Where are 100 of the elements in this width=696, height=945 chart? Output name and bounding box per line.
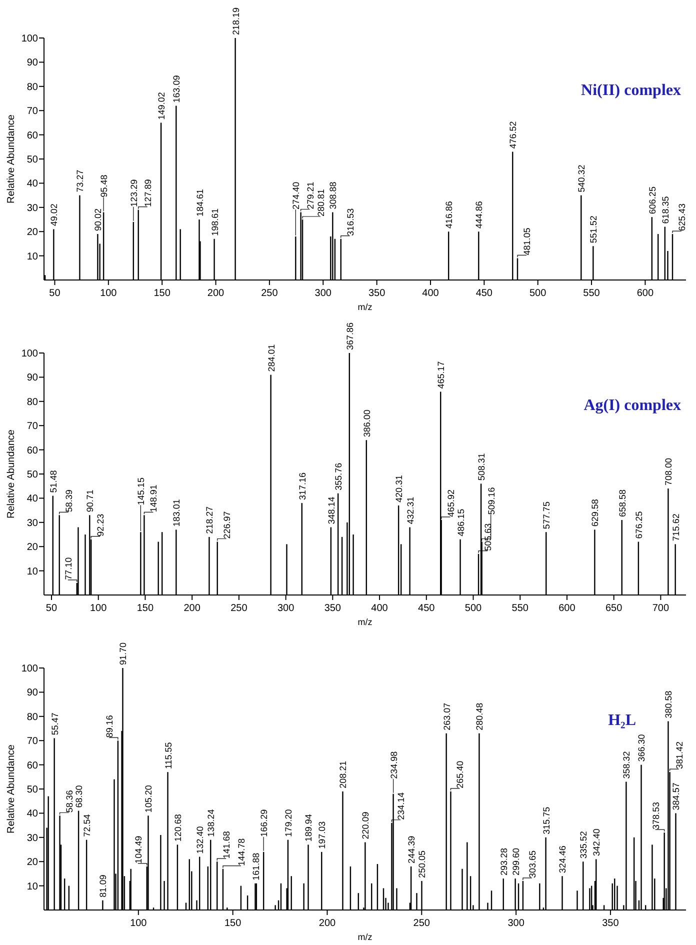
x-tick-label: 600 — [636, 288, 654, 299]
annotation: 138.24 — [206, 809, 216, 837]
annotation: 104.49 — [133, 836, 144, 864]
annotation: 378.53 — [650, 802, 661, 830]
annotation: 265.40 — [455, 760, 466, 788]
y-tick-label: 90 — [26, 372, 38, 384]
annotation: 184.61 — [194, 188, 205, 216]
annotation: 220.09 — [360, 812, 371, 840]
y-tick-label: 40 — [26, 808, 38, 820]
x-tick-label: 250 — [413, 918, 430, 929]
annotation: 676.25 — [634, 511, 644, 539]
annotation: 715.62 — [670, 514, 681, 542]
x-tick-label: 300 — [314, 288, 332, 299]
annotation: 386.00 — [362, 410, 372, 438]
annotation: 416.86 — [444, 201, 454, 229]
annotation: 81.09 — [98, 874, 108, 898]
annotation: 308.88 — [328, 182, 338, 210]
y-tick-label: 100 — [21, 664, 38, 674]
annotation: 316.53 — [345, 208, 356, 236]
annotation: 144.78 — [236, 838, 246, 866]
x-tick-label: 200 — [207, 288, 225, 299]
annotation: 208.21 — [338, 760, 348, 788]
annotation: 189.94 — [304, 814, 314, 842]
annotation: 263.07 — [442, 702, 452, 730]
y-tick-label: 50 — [26, 784, 38, 796]
annotation: 149.02 — [156, 92, 167, 120]
x-axis-title: m/z — [358, 302, 373, 312]
annotation: 73.27 — [75, 170, 86, 192]
annotation: 420.31 — [394, 474, 404, 502]
y-tick-label: 20 — [26, 227, 38, 238]
y-axis-title: Relative Abundance — [6, 429, 17, 518]
annotation: 367.86 — [344, 322, 355, 350]
x-tick-label: 350 — [602, 918, 620, 929]
annotation: 432.31 — [405, 496, 416, 524]
x-tick-label: 100 — [100, 288, 118, 299]
x-tick-label: 600 — [558, 603, 576, 614]
annotation: 105.20 — [144, 785, 154, 813]
annotation: 77.10 — [63, 557, 74, 580]
annotation: 55.47 — [50, 712, 60, 736]
annotation: 618.35 — [660, 196, 670, 224]
annotation: 324.46 — [558, 846, 568, 874]
y-tick-label: 30 — [26, 202, 38, 214]
x-axis-title: m/z — [358, 617, 373, 627]
x-tick-label: 50 — [46, 603, 58, 614]
annotation: 234.14 — [396, 792, 406, 820]
annotation: 234.98 — [388, 751, 399, 779]
annotation: 226.97 — [222, 511, 232, 539]
annotation: 381.42 — [674, 742, 684, 770]
x-tick-label: 100 — [130, 918, 148, 929]
annotation: 293.28 — [498, 848, 509, 876]
y-tick-label: 30 — [26, 518, 38, 529]
annotation: 274.40 — [291, 182, 302, 210]
x-tick-label: 200 — [184, 603, 201, 614]
annotation: 123.29 — [128, 179, 139, 207]
x-tick-label: 400 — [371, 603, 388, 614]
annotation: 161.88 — [250, 852, 261, 880]
y-tick-label: 60 — [26, 130, 38, 142]
annotation: 317.16 — [297, 472, 308, 500]
annotation: 551.52 — [588, 216, 599, 244]
annotation: 280.48 — [474, 702, 485, 730]
annotation: 606.25 — [647, 186, 658, 214]
annotation: 348.14 — [326, 496, 336, 524]
annotation: 51.48 — [48, 470, 58, 493]
annotation: 476.52 — [508, 121, 518, 149]
y-tick-label: 50 — [26, 470, 38, 480]
x-tick-label: 450 — [418, 603, 436, 614]
annotation: 335.52 — [578, 831, 589, 859]
text: Ni(II) complex — [581, 82, 681, 99]
annotation: 141.68 — [222, 831, 232, 859]
y-tick-label: 10 — [26, 881, 38, 892]
y-tick-label: 90 — [26, 688, 38, 699]
annotation: 366.30 — [636, 734, 647, 762]
y-tick-label: 90 — [26, 58, 38, 69]
annotation: 218.27 — [204, 506, 215, 534]
annotation: 625.43 — [677, 203, 688, 232]
annotation: 708.00 — [664, 458, 674, 486]
annotation: 179.20 — [283, 809, 294, 837]
x-tick-label: 200 — [318, 918, 336, 929]
annotation: 132.40 — [195, 826, 206, 854]
annotation: 163.09 — [172, 75, 182, 103]
y-tick-label: 60 — [26, 760, 38, 772]
x-axis-title: m/z — [358, 932, 373, 942]
annotation: 89.16 — [104, 715, 114, 738]
x-tick-label: 150 — [224, 918, 242, 929]
y-tick-label: 20 — [26, 857, 38, 868]
x-tick-label: 250 — [261, 288, 278, 299]
y-tick-label: 80 — [26, 712, 38, 723]
x-tick-label: 550 — [583, 288, 600, 299]
y-tick-label: 60 — [26, 445, 38, 456]
annotation: 444.86 — [474, 201, 484, 229]
annotation: 540.32 — [576, 164, 587, 192]
y-tick-label: 70 — [26, 106, 38, 118]
annotation: 166.29 — [259, 809, 270, 837]
annotation: 58.36 — [64, 790, 74, 813]
annotation: 218.19 — [230, 7, 241, 35]
x-tick-label: 650 — [605, 603, 623, 614]
annotation: 198.61 — [210, 208, 220, 236]
annotation: 355.76 — [334, 462, 344, 490]
annotation: 303.65 — [527, 850, 538, 878]
annotation: 148.91 — [148, 484, 159, 512]
